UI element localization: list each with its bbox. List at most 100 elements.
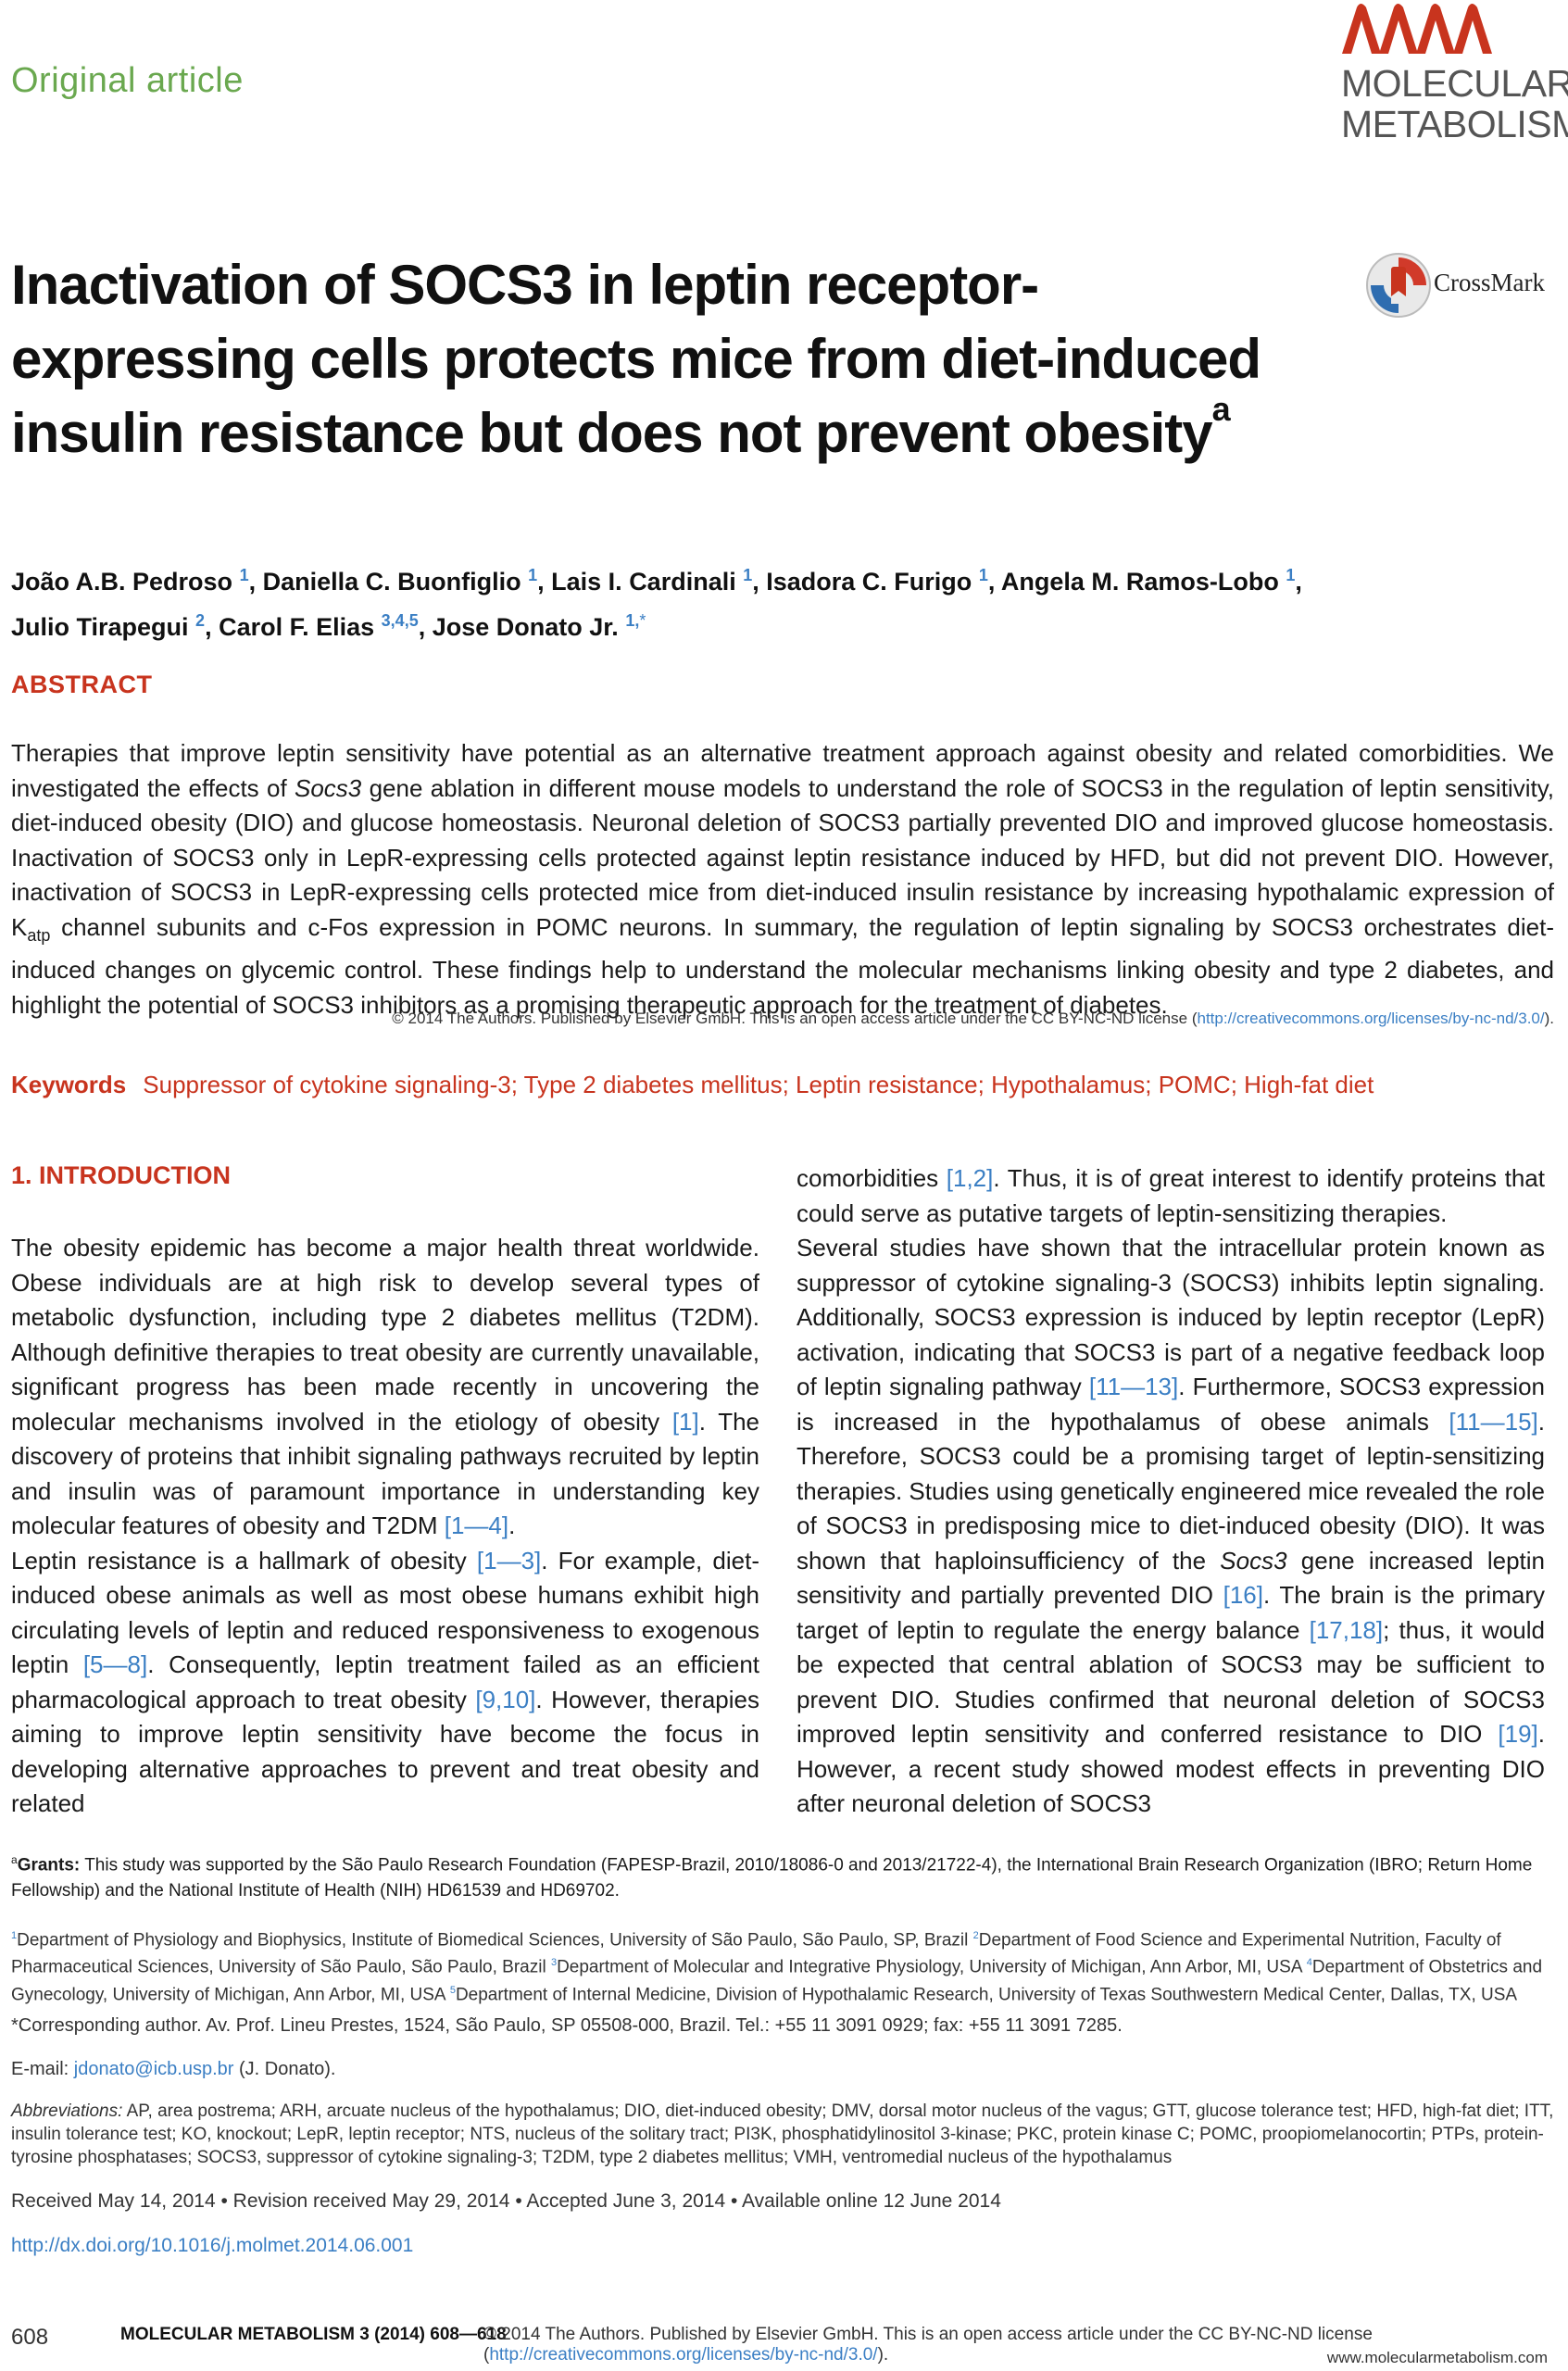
journal-name-line2: METABOLISM xyxy=(1341,103,1568,145)
email-label: E-mail: xyxy=(11,2059,74,2079)
text: . Consequently, leptin treatment failed … xyxy=(11,1650,759,1713)
citation-link[interactable]: [19] xyxy=(1498,1720,1538,1748)
affiliation-marker: 5 xyxy=(449,1984,456,1996)
affiliation: Department of Molecular and Integrative … xyxy=(557,1957,1307,1977)
license-suffix: ). xyxy=(1544,1010,1554,1027)
author-affiliation[interactable]: 2 xyxy=(195,611,206,630)
text: Leptin resistance is a hallmark of obesi… xyxy=(11,1546,477,1574)
citation-link[interactable]: [5—8] xyxy=(82,1650,148,1678)
author-name: Daniella C. Buonfiglio xyxy=(262,568,521,596)
text: . Therefore, SOCS3 could be a promising … xyxy=(797,1407,1545,1574)
footer-website[interactable]: www.molecularmetabolism.com xyxy=(1326,2349,1548,2366)
affiliation: Department of Food Science and Experimen… xyxy=(11,1930,1501,1977)
author-affiliation[interactable]: 1 xyxy=(743,566,753,584)
article-type-label: Original article xyxy=(11,61,244,100)
footer-license-link[interactable]: http://creativecommons.org/licenses/by-n… xyxy=(489,2345,878,2365)
author-affiliation[interactable]: 1 xyxy=(528,566,538,584)
author-affiliation[interactable]: 1 xyxy=(1286,566,1296,584)
text: Several studies have shown that the intr… xyxy=(797,1234,1545,1400)
corresponding-author-note: *Corresponding author. Av. Prof. Lineu P… xyxy=(11,2015,1123,2036)
author-list: João A.B. Pedroso 1, Daniella C. Buonfig… xyxy=(11,566,1302,641)
author-affiliation[interactable]: 1 xyxy=(239,566,249,584)
journal-logo-text: MOLECULAR METABOLISM xyxy=(1341,63,1568,144)
abstract-text: Therapies that improve leptin sensitivit… xyxy=(11,736,1554,1022)
citation-link[interactable]: [1—4] xyxy=(444,1512,509,1539)
footer-license-text: © 2014 The Authors. Published by Elsevie… xyxy=(483,2325,1373,2365)
grants-text: This study was supported by the São Paul… xyxy=(11,1855,1533,1901)
title-line-1: Inactivation of SOCS3 in leptin receptor… xyxy=(11,254,1039,316)
text: . Thus, it is of great interest to ident… xyxy=(797,1164,1545,1227)
citation-link[interactable]: [11—15] xyxy=(1449,1407,1538,1436)
text: gene increased leptin sensitivity and pa… xyxy=(797,1546,1545,1610)
title-line-3-text: insulin resistance but does not prevent … xyxy=(11,402,1213,464)
affiliation-marker: 2 xyxy=(972,1930,979,1941)
text: . The brain is the primary target of lep… xyxy=(797,1581,1545,1644)
corresponding-author-marker[interactable]: * xyxy=(639,611,646,630)
crossmark-icon[interactable] xyxy=(1365,252,1432,319)
author-affiliation[interactable]: 1,* xyxy=(625,611,646,630)
title-line-2: expressing cells protects mice from diet… xyxy=(11,328,1261,390)
footer-license: © 2014 The Authors. Published by Elsevie… xyxy=(483,2325,1568,2365)
abbreviations: Abbreviations: AP, area postrema; ARH, a… xyxy=(11,2100,1554,2169)
crossmark-label[interactable]: CrossMark xyxy=(1434,269,1545,296)
email-link[interactable]: jdonato@icb.usp.br xyxy=(73,2059,234,2079)
citation-link[interactable]: [16] xyxy=(1223,1581,1263,1609)
title-footnote-marker[interactable]: a xyxy=(1211,390,1231,428)
affiliation: Department of Obstetrics and Gynecology,… xyxy=(11,1957,1543,2004)
affiliation-marker: 3 xyxy=(550,1957,558,1969)
text: . The discovery of proteins that inhibit… xyxy=(11,1407,760,1540)
license-link[interactable]: http://creativecommons.org/licenses/by-n… xyxy=(1197,1010,1545,1027)
abstract-license: © 2014 The Authors. Published by Elsevie… xyxy=(11,1010,1554,1028)
doi-link[interactable]: http://dx.doi.org/10.1016/j.molmet.2014.… xyxy=(11,2235,414,2256)
abstract-heading: ABSTRACT xyxy=(11,671,153,698)
author-name: Jose Donato Jr. xyxy=(432,613,619,641)
citation-link[interactable]: [1—3] xyxy=(476,1546,542,1574)
section-heading-introduction: 1. INTRODUCTION xyxy=(11,1161,232,1189)
author-name: João A.B. Pedroso xyxy=(11,568,233,596)
email-suffix: (J. Donato). xyxy=(233,2059,336,2079)
footer-license-suffix: ). xyxy=(877,2345,889,2365)
footer-journal-citation: MOLECULAR METABOLISM 3 (2014) 608—618 xyxy=(120,2325,507,2344)
author-name: Isadora C. Furigo xyxy=(766,568,972,596)
article-title: Inactivation of SOCS3 in leptin receptor… xyxy=(11,248,1336,470)
grants-label: Grants: xyxy=(17,1855,81,1875)
citation-link[interactable]: [11—13] xyxy=(1088,1373,1179,1400)
paragraph: The obesity epidemic has become a major … xyxy=(11,1231,759,1544)
journal-name-line1: MOLECULAR xyxy=(1341,62,1568,105)
title-line-3: insulin resistance but does not prevent … xyxy=(11,391,1336,470)
text: . For example, diet-induced obese animal… xyxy=(11,1546,759,1679)
text: comorbidities xyxy=(797,1164,947,1192)
citation-link[interactable]: [1,2] xyxy=(946,1164,994,1192)
subscript: atp xyxy=(27,925,51,945)
author-affiliation[interactable]: 3,4,5 xyxy=(381,611,419,630)
grants-footnote: aGrants: This study was supported by the… xyxy=(11,1847,1554,1904)
gene-name: Socs3 xyxy=(1220,1546,1287,1574)
paragraph: Several studies have shown that the intr… xyxy=(797,1231,1545,1822)
citation-link[interactable]: [9,10] xyxy=(475,1685,536,1713)
citation-link[interactable]: [17,18] xyxy=(1309,1615,1384,1644)
text: The obesity epidemic has become a major … xyxy=(11,1234,759,1436)
abstract-part: gene ablation in different mouse models … xyxy=(11,773,1554,941)
citation-link[interactable]: [1] xyxy=(671,1407,699,1436)
affiliation-marker: 4 xyxy=(1306,1957,1312,1969)
affiliations: 1Department of Physiology and Biophysics… xyxy=(11,1925,1554,2006)
author-name: Carol F. Elias xyxy=(219,613,375,641)
text: . xyxy=(508,1512,516,1539)
text: . Furthermore, SOCS3 expression is incre… xyxy=(797,1373,1545,1436)
author-affiliation-number[interactable]: 1, xyxy=(625,611,640,630)
body-column-right: comorbidities [1,2]. Thus, it is of grea… xyxy=(797,1161,1545,1822)
keywords: Keywords Suppressor of cytokine signaling… xyxy=(11,1071,1554,1099)
abbreviations-label: Abbreviations: xyxy=(11,2101,123,2121)
text: . However, therapies aiming to improve l… xyxy=(11,1685,759,1818)
affiliation: Department of Internal Medicine, Divisio… xyxy=(455,1984,1518,2004)
journal-logo-mark xyxy=(1342,4,1492,54)
text: ; thus, it would be expected that centra… xyxy=(797,1615,1545,1749)
keywords-text: Suppressor of cytokine signaling-3; Type… xyxy=(143,1071,1374,1098)
abstract-part: Therapies that improve leptin sensitivit… xyxy=(11,739,1554,802)
article-dates: Received May 14, 2014 • Revision receive… xyxy=(11,2190,1001,2212)
author-name: Julio Tirapegui xyxy=(11,613,189,641)
grants-marker: a xyxy=(11,1853,18,1866)
page-number: 608 xyxy=(11,2325,49,2350)
author-affiliation[interactable]: 1 xyxy=(978,566,988,584)
license-text: © 2014 The Authors. Published by Elsevie… xyxy=(392,1010,1198,1027)
